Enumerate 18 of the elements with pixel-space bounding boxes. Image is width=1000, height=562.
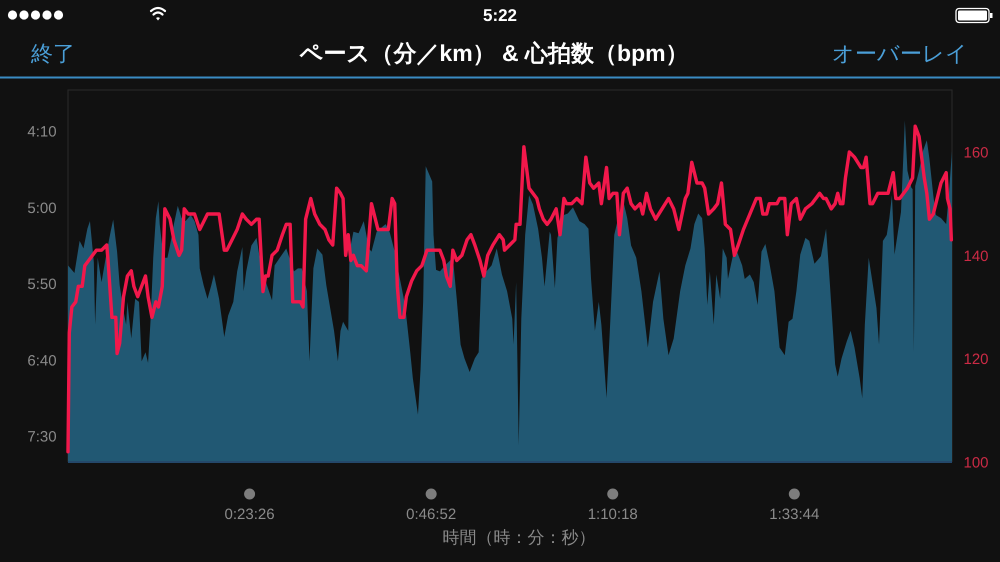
text: 5:22 (482, 6, 518, 25)
text: オーバーレイ (832, 41, 968, 66)
y-tick-label: 4:10 (27, 124, 57, 141)
y-tick-label: 5:50 (27, 276, 57, 294)
chart-title: ペース（分／km） & 心拍数（bpm） (298, 40, 689, 66)
x-tick-label: 1:33:44 (769, 506, 820, 523)
y2-tick-label: 120 (963, 351, 989, 368)
y-tick-label: 6:40 (27, 352, 57, 370)
x-axis-title: 時間（時：分：秒） (442, 528, 596, 547)
y2-tick-label: 160 (963, 144, 989, 162)
x-tick-label: 1:10:18 (588, 506, 638, 523)
y2-tick-label: 100 (963, 454, 989, 472)
text: 終了 (30, 41, 75, 66)
x-tick-label: 0:23:26 (224, 506, 275, 523)
x-tick-label: 0:46:52 (406, 506, 456, 523)
y2-tick-label: 140 (963, 248, 989, 265)
y-tick-label: 7:30 (27, 428, 57, 446)
y-tick-label: 5:00 (27, 200, 57, 217)
